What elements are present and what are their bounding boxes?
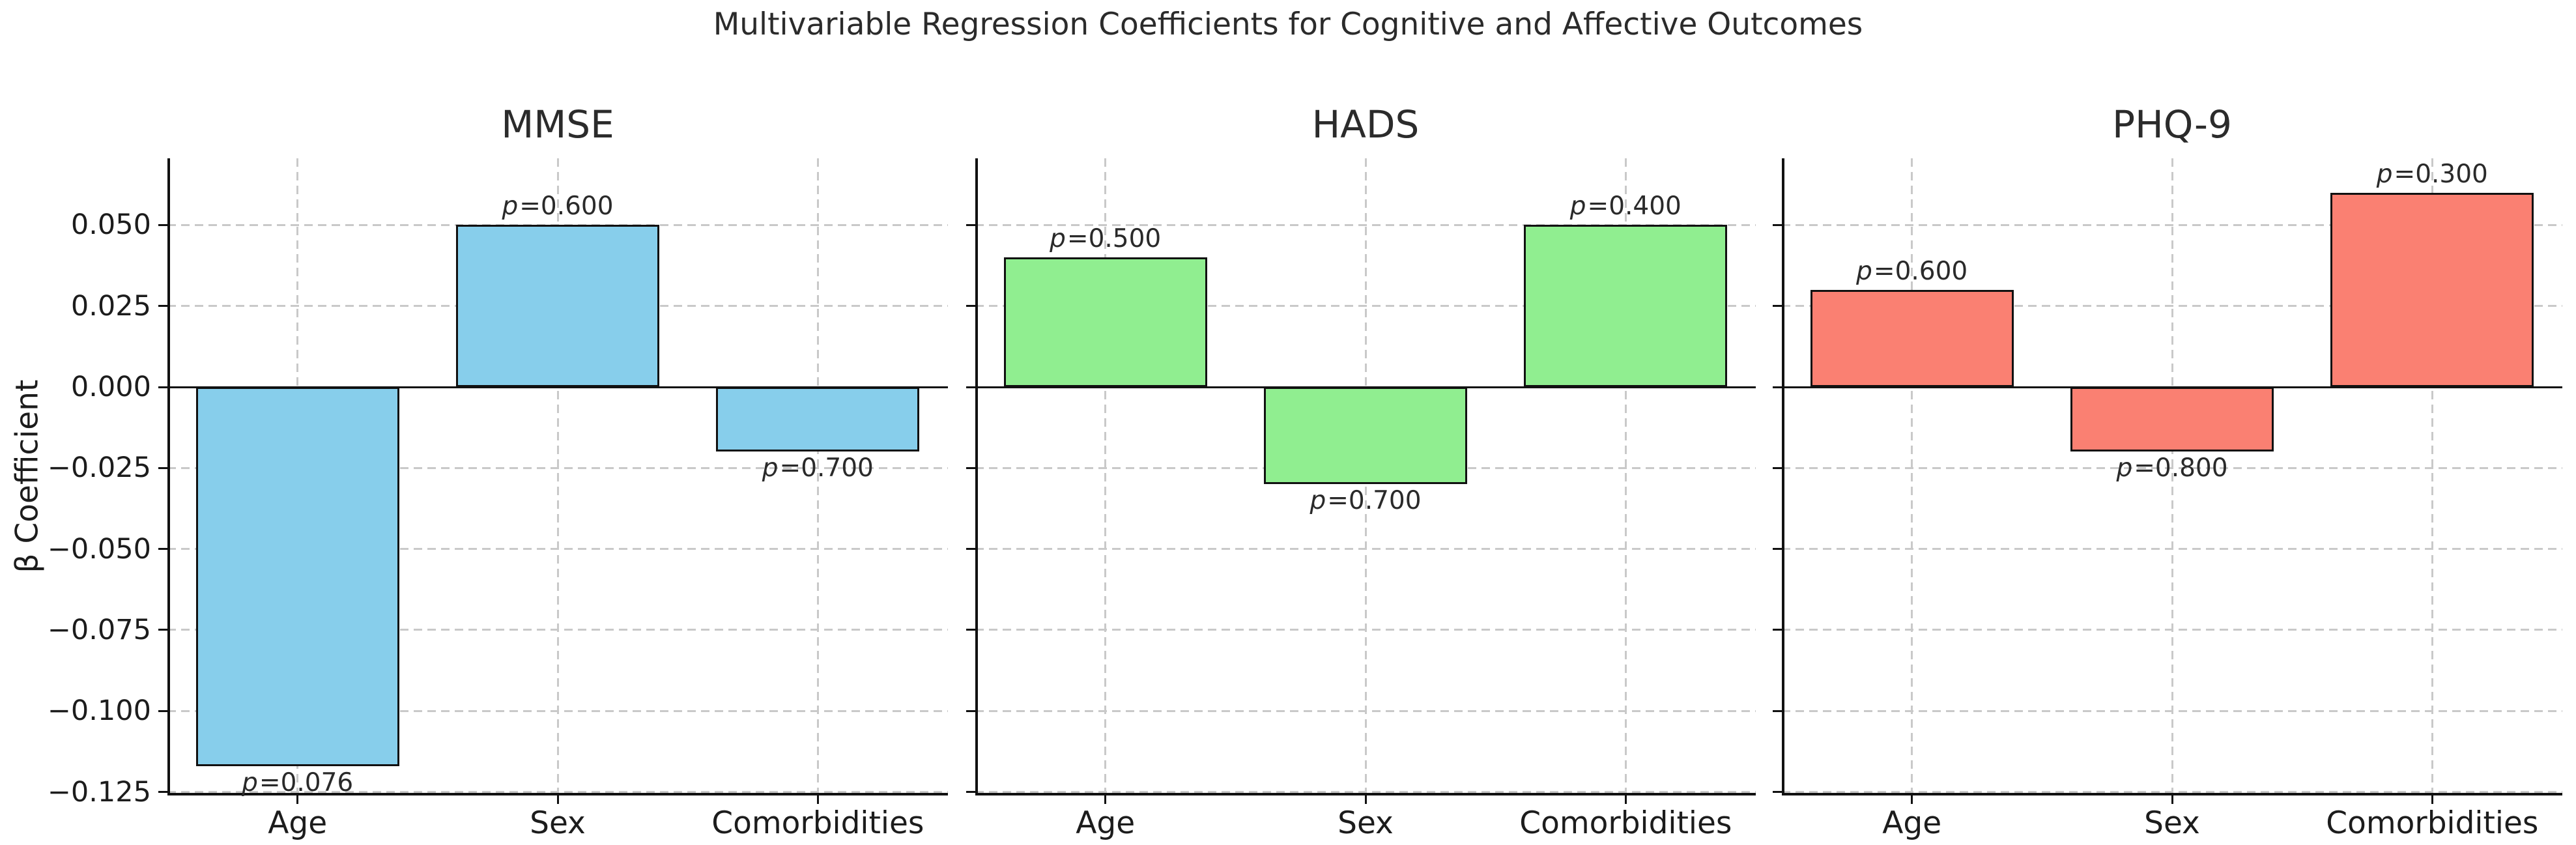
x-tick-label-age: Age (268, 805, 328, 841)
y-tick-mark (1773, 791, 1782, 794)
y-tick-mark (158, 791, 167, 794)
bar-mmse-age (195, 387, 399, 766)
x-tick-mark (296, 795, 299, 804)
gridline-vertical (556, 158, 559, 795)
x-tick-label-age: Age (1882, 805, 1942, 841)
y-tick-mark (966, 386, 975, 388)
p-value-label: p=0.700 (762, 453, 874, 483)
y-tick-mark (966, 548, 975, 551)
x-tick-mark (816, 795, 819, 804)
x-axis-spine (1782, 793, 2562, 795)
subplot-hads: HADS Age Sex Comorbidities p=0.500 p=0.700 p=0… (966, 102, 1756, 841)
zero-line (975, 386, 1756, 388)
y-tick-mark (1773, 466, 1782, 469)
y-tick-mark (158, 223, 167, 226)
bar-mmse-comorbidities (716, 387, 920, 452)
subplot-title-hads: HADS (1311, 102, 1420, 147)
subplot-title-mmse: MMSE (501, 102, 614, 147)
subplot-title-phq-9: PHQ-9 (2112, 102, 2232, 147)
y-tick-label: 0.025 (70, 289, 151, 322)
x-tick-mark (556, 795, 559, 804)
y-tick-label: −0.025 (47, 451, 151, 485)
y-tick-mark (1773, 386, 1782, 388)
y-tick-mark (966, 305, 975, 308)
bar-mmse-sex (456, 225, 659, 388)
y-tick-mark (966, 709, 975, 712)
subplot-mmse: MMSE 0.050 0.025 0.000 −0.025 −0.050 −0.075 −0.… (48, 102, 948, 841)
y-tick-mark (966, 223, 975, 226)
bar-phq-9-age (1810, 289, 2014, 388)
bar-hads-age (1003, 257, 1207, 388)
x-tick-label-comorbidities: Comorbidities (2326, 805, 2539, 841)
y-tick-label: −0.075 (47, 613, 151, 646)
subplot-phq-9: PHQ-9 Age Sex Comorbidities p=0.600 p=0.800 p=… (1773, 102, 2562, 841)
y-tick-label: −0.100 (47, 695, 151, 728)
bar-phq-9-sex (2070, 387, 2274, 452)
zero-line (167, 386, 948, 388)
y-tick-mark (1773, 548, 1782, 551)
gridline-vertical (2171, 158, 2173, 795)
p-value-label: p=0.600 (1856, 256, 1968, 286)
y-tick-mark (1773, 709, 1782, 712)
gridline-vertical (1624, 158, 1627, 795)
x-axis-spine (167, 793, 948, 795)
y-tick-mark (158, 629, 167, 631)
p-value-label: p=0.300 (2376, 159, 2488, 189)
x-tick-label-sex: Sex (1338, 805, 1394, 841)
p-value-label: p=0.600 (502, 192, 614, 222)
y-axis-spine (975, 158, 978, 795)
x-tick-mark (2431, 795, 2433, 804)
y-axis-spine (1782, 158, 1784, 795)
x-tick-label-sex: Sex (2144, 805, 2200, 841)
y-tick-mark (158, 709, 167, 712)
y-tick-mark (1773, 629, 1782, 631)
p-value-label: p=0.500 (1050, 224, 1162, 254)
y-tick-mark (966, 791, 975, 794)
p-value-label: p=0.400 (1569, 192, 1682, 222)
figure-title: Multivariable Regression Coefficients fo… (713, 7, 1863, 42)
y-tick-mark (158, 305, 167, 308)
bar-hads-sex (1264, 387, 1467, 485)
y-tick-mark (158, 466, 167, 469)
bar-phq-9-comorbidities (2330, 192, 2534, 388)
p-value-label: p=0.700 (1309, 486, 1422, 516)
gridline-vertical (816, 158, 819, 795)
x-tick-mark (1624, 795, 1627, 804)
x-tick-mark (1911, 795, 1913, 804)
x-tick-label-comorbidities: Comorbidities (711, 805, 924, 841)
p-value-label: p=0.076 (242, 767, 354, 797)
y-tick-label: −0.125 (47, 775, 151, 809)
zero-line (1782, 386, 2562, 388)
x-axis-spine (975, 793, 1756, 795)
y-tick-mark (966, 629, 975, 631)
bar-hads-comorbidities (1524, 225, 1728, 388)
y-tick-mark (1773, 305, 1782, 308)
y-tick-mark (158, 386, 167, 388)
x-tick-label-age: Age (1076, 805, 1136, 841)
x-tick-label-comorbidities: Comorbidities (1519, 805, 1732, 841)
gridline-vertical (2431, 158, 2433, 795)
y-tick-label: 0.000 (70, 371, 151, 404)
p-value-label: p=0.800 (2116, 453, 2228, 483)
y-tick-label: −0.050 (47, 532, 151, 566)
y-tick-mark (1773, 223, 1782, 226)
y-tick-mark (966, 466, 975, 469)
y-axis-spine (167, 158, 170, 795)
x-tick-mark (1104, 795, 1107, 804)
gridline-vertical (1104, 158, 1107, 795)
x-tick-mark (1364, 795, 1367, 804)
y-tick-mark (158, 548, 167, 551)
x-tick-mark (2171, 795, 2173, 804)
gridline-vertical (1911, 158, 1913, 795)
y-tick-label: 0.050 (70, 208, 151, 242)
x-tick-label-sex: Sex (530, 805, 586, 841)
